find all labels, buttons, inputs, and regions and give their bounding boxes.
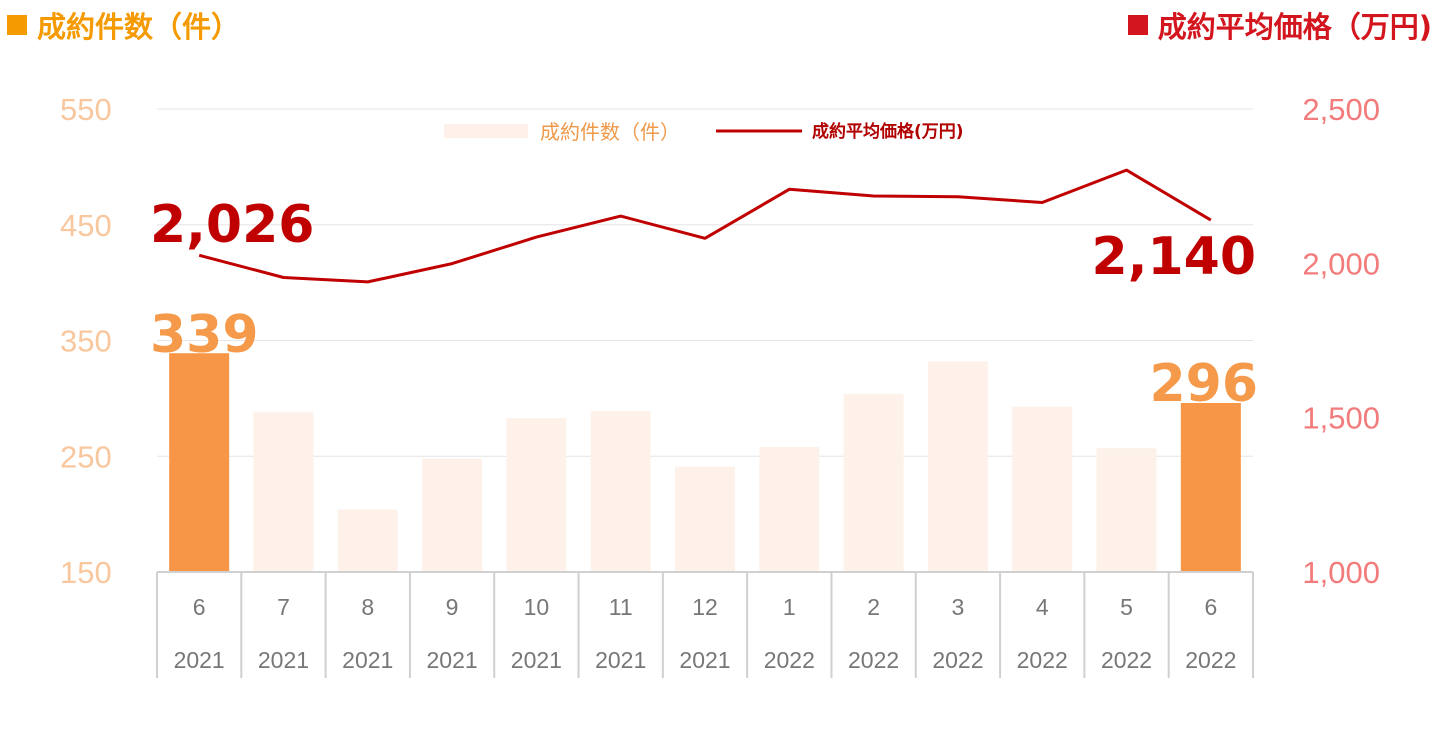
month-label: 1 <box>783 594 796 620</box>
month-label: 10 <box>524 594 550 620</box>
right-axis-title: 成約平均価格（万円) <box>1157 10 1432 44</box>
value-annotations: 2,026 2,140 339 296 <box>150 195 1258 414</box>
month-label: 8 <box>361 594 374 620</box>
value-axes: 150 250 350 450 550 1,000 1,500 2,000 2,500 <box>60 92 1380 590</box>
month-label: 3 <box>952 594 965 620</box>
right-axis-header: 成約平均価格（万円) <box>1127 4 1432 46</box>
left-tick-label: 350 <box>60 324 112 359</box>
category-axis: 6202172021820219202110202111202112202112… <box>156 571 1254 678</box>
right-tick-label: 1,000 <box>1302 555 1380 590</box>
right-tick-label: 1,500 <box>1302 401 1380 436</box>
right-tick-label: 2,500 <box>1302 92 1380 127</box>
grid-lines <box>157 108 1253 457</box>
bar-4 <box>506 418 567 572</box>
month-label: 6 <box>193 594 206 620</box>
year-label: 2021 <box>258 647 309 673</box>
first-price-label: 2,026 <box>150 195 314 255</box>
month-label: 5 <box>1120 594 1133 620</box>
price-line <box>198 168 1212 284</box>
legend-count-label: 成約件数（件） <box>540 120 680 144</box>
month-label: 12 <box>692 594 718 620</box>
year-label: 2022 <box>932 647 983 673</box>
year-label: 2022 <box>764 647 815 673</box>
month-label: 6 <box>1204 594 1217 620</box>
left-tick-label: 250 <box>60 439 112 474</box>
left-axis-title: 成約件数（件） <box>37 10 241 44</box>
bar-7 <box>759 446 820 572</box>
legend: 成約件数（件） 成約平均価格(万円) <box>444 120 964 144</box>
bar-series <box>169 353 1241 572</box>
bar-1 <box>253 412 314 572</box>
last-count-label: 296 <box>1149 354 1258 414</box>
year-label: 2021 <box>595 647 646 673</box>
left-tick-label: 150 <box>60 555 112 590</box>
first-count-label: 339 <box>150 305 259 365</box>
year-label: 2022 <box>848 647 899 673</box>
legend-price-label: 成約平均価格(万円) <box>812 121 964 142</box>
bar-11 <box>1096 448 1157 572</box>
year-label: 2021 <box>511 647 562 673</box>
year-label: 2022 <box>1101 647 1152 673</box>
bar-8 <box>843 393 904 572</box>
right-tick-label: 2,000 <box>1302 246 1380 281</box>
month-label: 9 <box>446 594 459 620</box>
bar-12 <box>1180 403 1241 572</box>
left-tick-label: 450 <box>60 208 112 243</box>
bar-2 <box>337 509 398 572</box>
last-price-label: 2,140 <box>1092 227 1256 287</box>
year-label: 2021 <box>426 647 477 673</box>
line-series <box>198 168 1212 284</box>
year-label: 2022 <box>1017 647 1068 673</box>
year-label: 2021 <box>174 647 225 673</box>
left-axis-header: 成約件数（件） <box>7 4 240 46</box>
month-label: 2 <box>867 594 880 620</box>
bar-9 <box>927 361 988 572</box>
year-label: 2021 <box>342 647 393 673</box>
bar-10 <box>1012 406 1073 572</box>
legend-bar-swatch <box>444 124 528 138</box>
bar-5 <box>590 411 651 572</box>
month-label: 4 <box>1036 594 1049 620</box>
year-label: 2022 <box>1185 647 1236 673</box>
month-label: 7 <box>277 594 290 620</box>
bar-6 <box>675 466 735 572</box>
orange-square-icon <box>7 15 27 35</box>
month-label: 11 <box>609 594 633 620</box>
left-tick-label: 550 <box>60 92 112 127</box>
bar-3 <box>422 458 483 572</box>
bar-0 <box>169 353 230 572</box>
red-square-icon <box>1127 15 1148 35</box>
year-label: 2021 <box>679 647 730 673</box>
